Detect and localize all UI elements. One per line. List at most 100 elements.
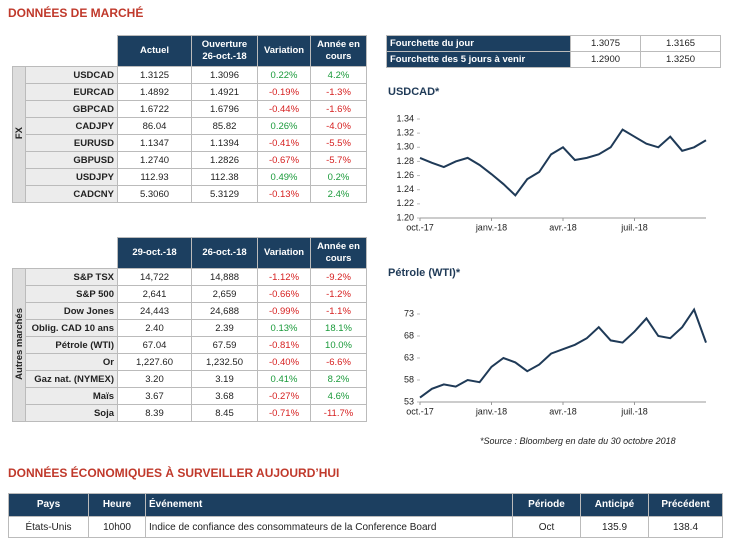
range-table: Fourchette du jour 1.3075 1.3165 Fourchette…: [386, 35, 721, 68]
cell: -0.66%: [257, 285, 311, 303]
cell: 10h00: [88, 516, 146, 538]
row: Or 1,227.60 1,232.50 -0.40% -6.6%: [13, 353, 367, 371]
row: S&P 500 2,641 2,659 -0.66% -1.2%: [13, 285, 367, 303]
x-tick-label: janv.-18: [475, 222, 507, 232]
cell: 1,232.50: [191, 353, 258, 371]
cell: -0.27%: [257, 387, 311, 405]
cell: 3.20: [117, 370, 192, 388]
cell: 8.45: [191, 404, 258, 422]
row: Fourchette des 5 jours à venir 1.2900 1.32…: [386, 51, 721, 68]
header-row: 29-oct.-18 26-oct.-18 Variation Année en co…: [12, 237, 367, 269]
x-tick-label: oct.-17: [406, 406, 434, 416]
y-tick-label: 63: [404, 352, 414, 362]
cell: 18.1%: [310, 319, 367, 337]
cell: 8.2%: [310, 370, 367, 388]
row: GBPCAD 1.6722 1.6796 -0.44% -1.6%: [13, 100, 367, 118]
cell: -6.6%: [310, 353, 367, 371]
cell: 3.19: [191, 370, 258, 388]
cell: -0.44%: [257, 100, 311, 118]
y-tick-label: 1.26: [396, 170, 414, 180]
cell: 1.4892: [117, 83, 192, 101]
column-header: Variation: [257, 237, 311, 269]
fx-table: Actuel Ouverture 26-oct.-18 Variation Année…: [12, 35, 367, 203]
cell: 1.3250: [640, 51, 721, 68]
cell: -0.19%: [257, 83, 311, 101]
row: GBPUSD 1.2740 1.2826 -0.67% -5.7%: [13, 151, 367, 169]
y-tick-label: 1.34: [396, 113, 414, 123]
cell: -1.3%: [310, 83, 367, 101]
cell: -1.6%: [310, 100, 367, 118]
cell: Indice de confiance des consommateurs de…: [145, 516, 513, 538]
cell: -11.7%: [310, 404, 367, 422]
y-tick-label: 1.24: [396, 184, 414, 194]
column-header: Année en cours: [310, 237, 367, 269]
cell: 5.3129: [191, 185, 258, 203]
y-tick-label: 1.28: [396, 156, 414, 166]
cell: 3.68: [191, 387, 258, 405]
column-header: Année en cours: [310, 35, 367, 67]
y-tick-label: 1.30: [396, 142, 414, 152]
row: Fourchette du jour 1.3075 1.3165: [386, 35, 721, 52]
econ-title: DONNÉES ÉCONOMIQUES À SURVEILLER AUJOURD…: [8, 466, 340, 480]
cell: 14,888: [191, 268, 258, 286]
side-label: FX: [12, 66, 26, 203]
row-label: Or: [25, 353, 118, 371]
side-text: Autres marchés: [13, 307, 25, 380]
cell: 0.22%: [257, 66, 311, 84]
cell: 10.0%: [310, 336, 367, 354]
blank: [12, 35, 118, 67]
cell: 135.9: [580, 516, 649, 538]
cell: 1.3165: [640, 35, 721, 52]
cell: -0.67%: [257, 151, 311, 169]
y-tick-label: 73: [404, 308, 414, 318]
chart-title: USDCAD*: [388, 86, 440, 98]
column-header: 26-oct.-18: [191, 237, 258, 269]
row-label: GBPCAD: [25, 100, 118, 118]
y-tick-label: 1.20: [396, 212, 414, 222]
row: Soja 8.39 8.45 -0.71% -11.7%: [13, 404, 367, 422]
column-header: Pays: [8, 493, 89, 517]
row-label: USDJPY: [25, 168, 118, 186]
cell: 112.93: [117, 168, 192, 186]
cell: -0.13%: [257, 185, 311, 203]
row-label: Oblig. CAD 10 ans: [25, 319, 118, 337]
cell: 4.2%: [310, 66, 367, 84]
blank: [12, 237, 118, 269]
row: Oblig. CAD 10 ans 2.40 2.39 0.13% 18.1%: [13, 319, 367, 337]
cell: -1.1%: [310, 302, 367, 320]
row: Autres marchés S&P TSX 14,722 14,888 -1.12% -…: [12, 268, 367, 422]
cell: 2,659: [191, 285, 258, 303]
cell: -0.99%: [257, 302, 311, 320]
cell: 112.38: [191, 168, 258, 186]
row: CADCNY 5.3060 5.3129 -0.13% 2.4%: [13, 185, 367, 203]
row-label: CADCNY: [25, 185, 118, 203]
column-header: Heure: [88, 493, 146, 517]
row-label: CADJPY: [25, 117, 118, 135]
cell: 2.39: [191, 319, 258, 337]
cell: 2.4%: [310, 185, 367, 203]
row-label: Gaz nat. (NYMEX): [25, 370, 118, 388]
cell: Oct: [512, 516, 581, 538]
row-label: Fourchette des 5 jours à venir: [386, 51, 571, 68]
column-header: Période: [512, 493, 581, 517]
x-tick-label: janv.-18: [475, 406, 507, 416]
row-label: Dow Jones: [25, 302, 118, 320]
cell: -5.5%: [310, 134, 367, 152]
row: Pétrole (WTI) 67.04 67.59 -0.81% 10.0%: [13, 336, 367, 354]
row: EURCAD 1.4892 1.4921 -0.19% -1.3%: [13, 83, 367, 101]
cell: 24,688: [191, 302, 258, 320]
x-tick-label: juil.-18: [620, 222, 648, 232]
side-text: FX: [13, 126, 25, 140]
y-tick-label: 1.32: [396, 128, 414, 138]
cell: 1.2740: [117, 151, 192, 169]
source: *Source : Bloomberg en date du 30 octobr…: [480, 436, 676, 446]
cell: -0.71%: [257, 404, 311, 422]
cell: 0.13%: [257, 319, 311, 337]
markets-table: 29-oct.-18 26-oct.-18 Variation Année en co…: [12, 237, 367, 422]
cell: 0.26%: [257, 117, 311, 135]
cell: 8.39: [117, 404, 192, 422]
cell: 1.2826: [191, 151, 258, 169]
cell: 1.3096: [191, 66, 258, 84]
y-tick-label: 1.22: [396, 198, 414, 208]
